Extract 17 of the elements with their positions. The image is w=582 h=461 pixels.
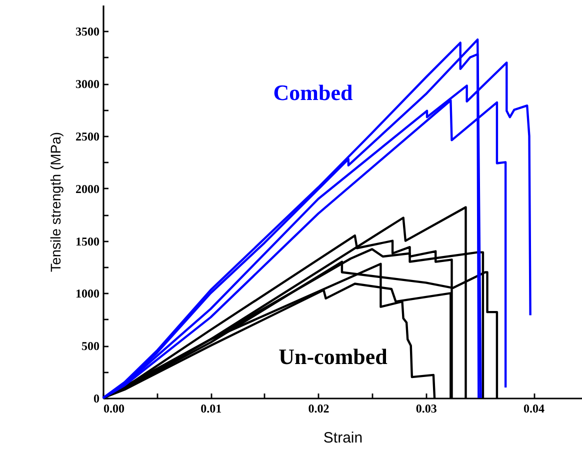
y-tick-label: 1500 <box>76 234 100 248</box>
y-axis-title: Tensile strength (MPa) <box>48 132 64 272</box>
y-tick-label: 3500 <box>76 24 100 39</box>
annotation: Combed <box>273 80 353 105</box>
x-tick-label: 0.03 <box>416 402 437 416</box>
x-tick-label: 0.04 <box>524 402 545 416</box>
x-tick-label: 0.02 <box>308 402 330 416</box>
x-tick-label: 0.00 <box>104 402 124 416</box>
y-tick-label: 2500 <box>76 130 100 144</box>
y-tick-label: 500 <box>82 339 100 354</box>
y-tick-label: 3000 <box>76 77 100 92</box>
x-tick-label: 0.01 <box>200 402 222 416</box>
x-axis-title: Strain <box>323 430 363 446</box>
y-tick-label: 1000 <box>76 286 100 301</box>
y-tick-label: 0 <box>94 392 100 406</box>
annotation: Un-combed <box>278 344 388 369</box>
y-tick-label: 2000 <box>76 182 100 196</box>
